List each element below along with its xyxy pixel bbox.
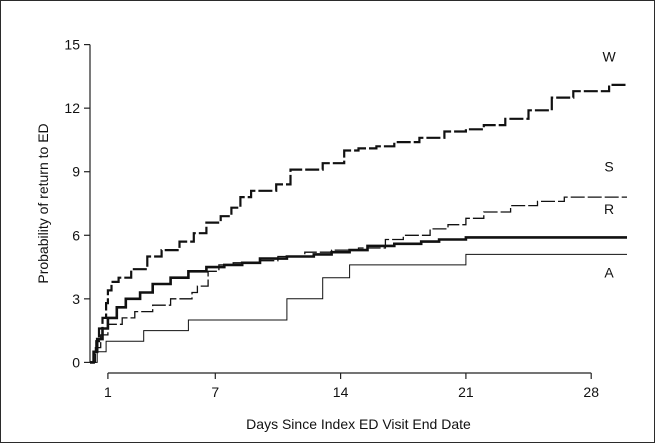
axes [89, 44, 592, 374]
x-tick-label: 28 [583, 384, 599, 400]
x-ticks: 1 7 14 21 28 [104, 373, 599, 400]
series-line-w [90, 83, 627, 364]
y-ticks: 0 3 6 9 12 15 [64, 37, 90, 370]
series-label-a: A [604, 265, 614, 281]
series-line-r [90, 236, 627, 364]
series-line-s [90, 196, 627, 364]
x-tick-label: 14 [333, 384, 349, 400]
series-label-r: R [604, 201, 614, 217]
series-layer [90, 83, 627, 364]
series-line-a [90, 253, 627, 363]
x-axis-title: Days Since Index ED Visit End Date [246, 416, 471, 432]
y-tick-label: 6 [72, 227, 80, 243]
y-tick-label: 0 [72, 354, 80, 370]
series-label-s: S [604, 159, 613, 175]
series-label-w: W [602, 49, 616, 65]
x-tick-label: 21 [458, 384, 474, 400]
x-tick-label: 7 [211, 384, 219, 400]
y-axis-title: Probability of return to ED [35, 123, 51, 283]
y-tick-label: 9 [72, 164, 80, 180]
y-tick-label: 3 [72, 291, 80, 307]
y-tick-label: 15 [64, 37, 80, 53]
y-tick-label: 12 [64, 100, 80, 116]
series-labels: W S R A [602, 49, 616, 281]
x-tick-label: 1 [104, 384, 112, 400]
